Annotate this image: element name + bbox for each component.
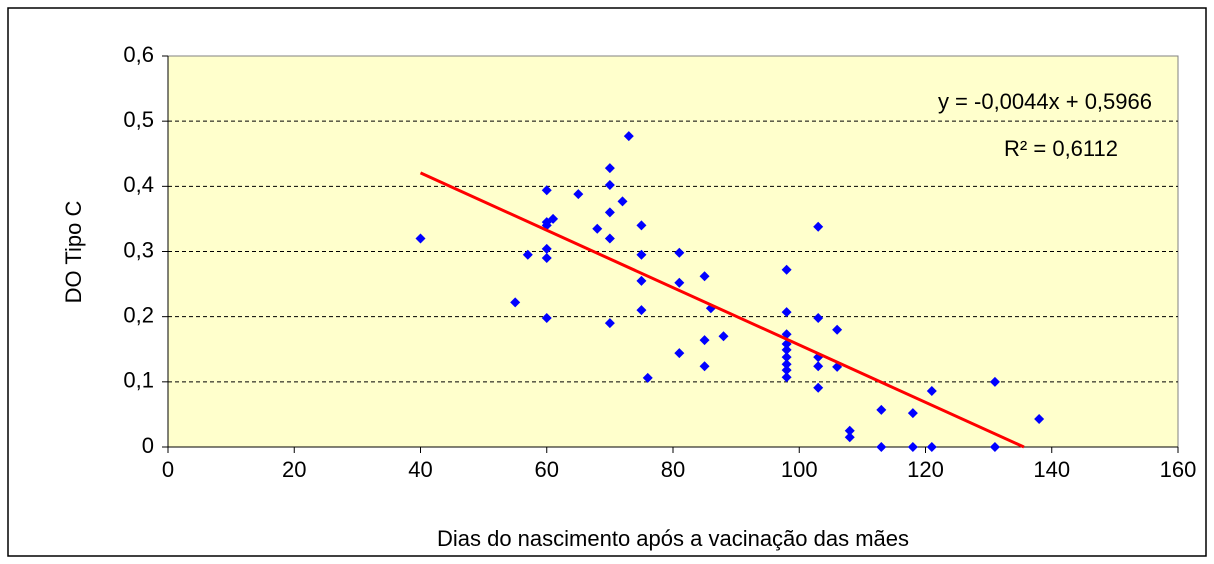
data-point [781, 359, 792, 370]
x-tick-label: 160 [1160, 457, 1197, 482]
data-point [781, 344, 792, 355]
x-tick-label: 120 [907, 457, 944, 482]
data-point [674, 348, 685, 359]
x-tick-label: 60 [535, 457, 559, 482]
data-point [926, 385, 937, 396]
y-axis-title: DO Tipo C [61, 201, 86, 304]
data-point [604, 180, 615, 191]
data-point [876, 442, 887, 452]
data-point [510, 297, 521, 308]
data-point [781, 352, 792, 363]
trendline [419, 171, 1025, 449]
data-point [781, 307, 792, 318]
data-point [781, 372, 792, 383]
data-point [844, 425, 855, 436]
data-point [592, 223, 603, 234]
data-point [781, 365, 792, 376]
data-point [604, 233, 615, 244]
data-point [813, 382, 824, 393]
data-point [989, 376, 1000, 387]
data-point [781, 264, 792, 275]
data-point [623, 131, 634, 142]
data-point [832, 324, 843, 335]
y-tick-label: 0 [142, 433, 154, 458]
data-point [674, 247, 685, 258]
data-point [907, 442, 918, 452]
data-point [699, 335, 710, 346]
data-point [876, 404, 887, 415]
data-point [541, 243, 552, 254]
data-point [989, 442, 1000, 452]
data-point [541, 185, 552, 196]
y-tick-label: 0,2 [123, 302, 154, 327]
data-point [573, 189, 584, 200]
x-tick-label: 20 [282, 457, 306, 482]
data-point [604, 207, 615, 218]
data-point [674, 277, 685, 288]
data-point [541, 253, 552, 264]
data-point [522, 249, 533, 260]
data-point [1034, 413, 1045, 424]
x-tick-label: 0 [162, 457, 174, 482]
x-tick-label: 80 [661, 457, 685, 482]
data-point [548, 213, 559, 224]
trendline-equation: y = -0,0044x + 0,5966 [938, 89, 1152, 114]
y-tick-label: 0,3 [123, 237, 154, 262]
data-point [907, 408, 918, 419]
y-tick-label: 0,5 [123, 107, 154, 132]
y-tick-label: 0,1 [123, 368, 154, 393]
data-point [617, 196, 628, 207]
data-point [718, 331, 729, 342]
data-point [636, 220, 647, 231]
x-axis-title: Dias do nascimento após a vacinação das … [437, 526, 909, 551]
trendline-r2: R² = 0,6112 [1004, 136, 1118, 161]
x-tick-label: 140 [1033, 457, 1070, 482]
y-tick-label: 0,4 [123, 172, 154, 197]
x-tick-label: 100 [781, 457, 818, 482]
y-tick-label: 0,6 [123, 42, 154, 67]
data-point [604, 318, 615, 329]
data-point [636, 305, 647, 316]
data-point [604, 163, 615, 174]
data-point [642, 372, 653, 383]
data-point [813, 312, 824, 323]
data-point [636, 249, 647, 260]
data-point [813, 221, 824, 232]
data-point [926, 442, 937, 452]
data-point [813, 361, 824, 372]
data-point [541, 312, 552, 323]
data-point [415, 233, 426, 244]
data-point [636, 275, 647, 286]
x-tick-label: 40 [408, 457, 432, 482]
data-point [844, 432, 855, 443]
data-point [699, 361, 710, 372]
data-point [699, 271, 710, 282]
